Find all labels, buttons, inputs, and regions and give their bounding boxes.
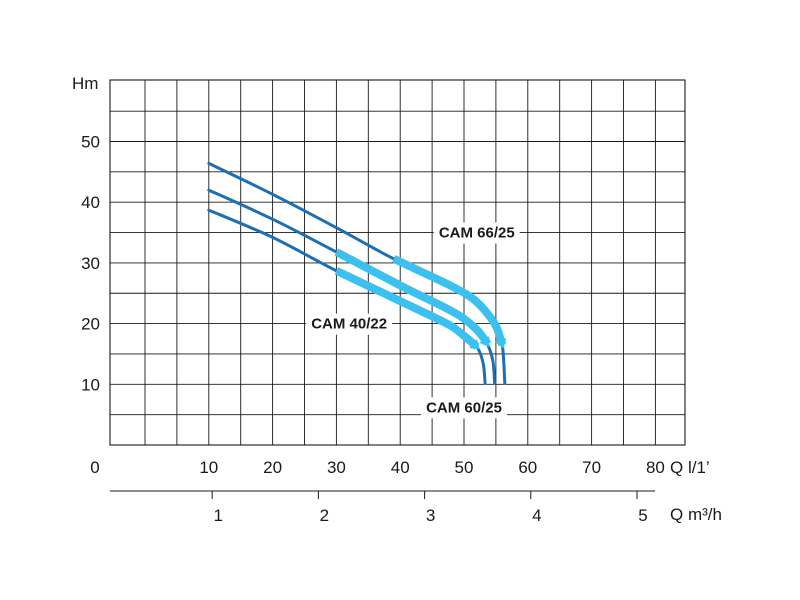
y-tick-label: 50 — [81, 133, 100, 152]
x-tick-label: 70 — [582, 458, 601, 477]
y-tick-label: 40 — [81, 193, 100, 212]
optimal-range-cam-66-25 — [392, 255, 507, 347]
series-label-background — [306, 313, 393, 335]
secondary-tick-label: 2 — [320, 506, 329, 525]
y-tick-label: 30 — [81, 254, 100, 273]
optimal-range-cam-40-22 — [334, 267, 480, 350]
x-tick-label: 10 — [199, 458, 218, 477]
performance-curves — [207, 161, 507, 385]
series-label: CAM 60/25 — [426, 399, 502, 416]
series-label: CAM 40/22 — [311, 316, 387, 333]
optimal-range-arrow — [494, 338, 507, 349]
grid — [109, 79, 686, 492]
optimal-range-arrow — [469, 338, 480, 350]
series-label-background — [421, 397, 507, 419]
tick-labels: 0 10 20 30 40 50 60 70 80 10 20 30 40 50 1 2 3 4 5 — [81, 133, 665, 526]
x-tick-label: 20 — [263, 458, 282, 477]
optimal-range-arrow — [479, 336, 490, 347]
series-labels: CAM 40/22 CAM 60/25 CAM 66/25 — [306, 222, 520, 419]
x-tick-label: 80 — [646, 458, 665, 477]
secondary-tick-label: 1 — [213, 506, 222, 525]
plot-frame — [109, 79, 686, 446]
secondary-x-axis-label: Q m³/h — [670, 505, 722, 524]
secondary-tick-label: 4 — [532, 506, 541, 525]
y-tick-label: 10 — [81, 375, 100, 394]
x-tick-label: 40 — [391, 458, 410, 477]
series-label: CAM 66/25 — [439, 225, 515, 242]
x-tick-label: 30 — [327, 458, 346, 477]
x-tick-label: 60 — [518, 458, 537, 477]
series-label-background — [433, 222, 520, 244]
x-tick-label: 50 — [455, 458, 474, 477]
secondary-tick-label: 5 — [638, 506, 647, 525]
y-tick-label: 20 — [81, 315, 100, 334]
y-axis-label: Hm — [72, 74, 98, 93]
x-tick-label: 0 — [90, 458, 99, 477]
secondary-tick-label: 3 — [426, 506, 435, 525]
x-axis-label: Q l/1’ — [670, 458, 710, 477]
